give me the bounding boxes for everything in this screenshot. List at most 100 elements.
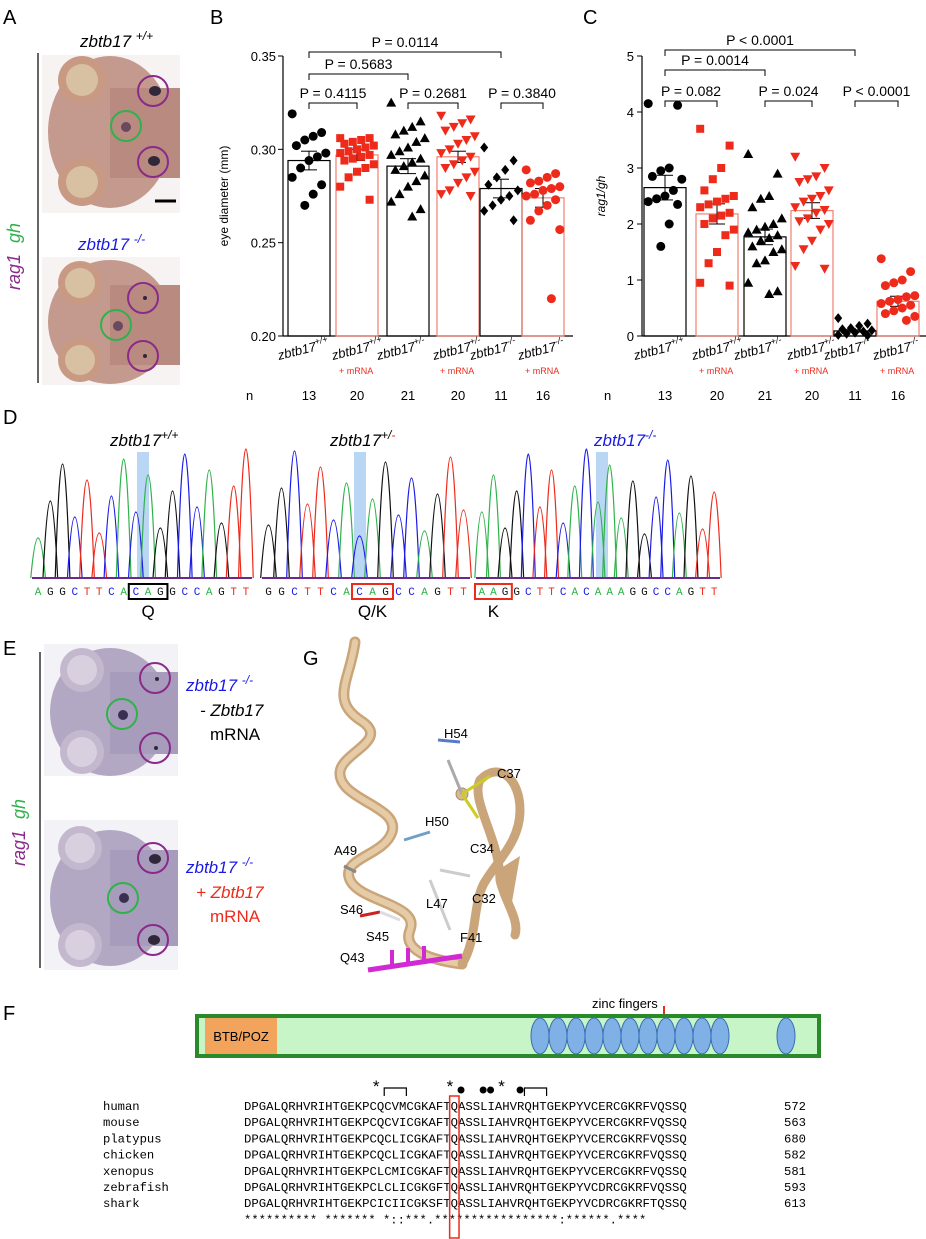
mrna-label: + mRNA bbox=[525, 366, 559, 376]
data-point bbox=[768, 219, 779, 228]
p-value-label: P < 0.0001 bbox=[726, 32, 794, 48]
significance-bracket bbox=[764, 100, 813, 107]
y-axis-label: rag1/gh bbox=[594, 175, 608, 216]
residue-label: A49 bbox=[334, 843, 357, 858]
panel-a: A rag1 gh zbtb17 +/+ zbtb17 -/- bbox=[3, 7, 180, 385]
base-call: A bbox=[421, 587, 428, 599]
base-call: A bbox=[606, 587, 613, 599]
mean-bar bbox=[643, 187, 687, 337]
genotype-label: zbtb17 bbox=[689, 339, 732, 363]
trace-peak bbox=[237, 448, 254, 579]
data-point bbox=[764, 191, 775, 200]
data-point bbox=[542, 200, 552, 210]
data-point bbox=[321, 148, 331, 158]
data-point bbox=[819, 206, 830, 215]
y-tick-label: 5 bbox=[627, 49, 634, 64]
rag1-label: rag1 bbox=[4, 254, 24, 290]
data-point bbox=[876, 254, 886, 264]
zinc-finger-domain bbox=[656, 1017, 676, 1055]
svg-text:zbtb17 -/-: zbtb17 -/- bbox=[77, 232, 145, 254]
base-call: G bbox=[59, 587, 66, 599]
genotype-label: zbtb17 bbox=[109, 431, 162, 450]
data-point bbox=[743, 277, 754, 287]
trace-peak bbox=[176, 453, 193, 579]
data-point bbox=[386, 149, 397, 159]
x-category-label: zbtb17+/- bbox=[374, 334, 427, 363]
data-point bbox=[469, 132, 480, 142]
data-point bbox=[696, 203, 705, 212]
base-call: G bbox=[265, 587, 272, 599]
data-point bbox=[643, 197, 653, 207]
base-call: A bbox=[35, 587, 42, 599]
base-call: C bbox=[291, 587, 298, 599]
data-point bbox=[708, 214, 717, 223]
amino-acid-label: K bbox=[488, 602, 500, 621]
panel-label-c: C bbox=[583, 7, 597, 29]
x-category-label: zbtb17+/+ bbox=[631, 334, 687, 363]
data-point bbox=[411, 136, 422, 146]
data-point bbox=[889, 306, 899, 316]
data-point bbox=[497, 194, 505, 205]
data-point bbox=[811, 208, 822, 218]
data-point bbox=[300, 135, 310, 145]
genotype-label: zbtb17 bbox=[329, 431, 382, 450]
data-point bbox=[525, 215, 535, 225]
data-point bbox=[336, 149, 345, 158]
data-point bbox=[492, 172, 501, 183]
data-point bbox=[440, 164, 451, 173]
data-point bbox=[717, 211, 726, 220]
genotype-sup: + bbox=[171, 428, 178, 442]
genotype-sup: +/+ bbox=[670, 334, 685, 347]
data-point bbox=[751, 258, 762, 268]
trace-peak bbox=[377, 461, 394, 579]
panel-label-a: A bbox=[3, 7, 17, 29]
data-point bbox=[304, 156, 314, 166]
sequence-end-number: 581 bbox=[784, 1165, 806, 1179]
data-point bbox=[353, 167, 361, 176]
mutation-column-box bbox=[448, 1095, 460, 1239]
data-point bbox=[300, 200, 310, 210]
trace-peak bbox=[520, 453, 536, 579]
highlight-band bbox=[137, 452, 149, 578]
zinc-finger-domain bbox=[602, 1017, 622, 1055]
data-point bbox=[819, 164, 830, 173]
data-point bbox=[469, 167, 480, 177]
data-point bbox=[696, 278, 705, 287]
data-point bbox=[897, 303, 907, 313]
species-name: human bbox=[103, 1100, 140, 1114]
base-call: C bbox=[181, 587, 188, 599]
base-call: T bbox=[447, 587, 454, 599]
residue-dot bbox=[479, 1086, 487, 1094]
species-name: shark bbox=[103, 1197, 140, 1211]
base-call: T bbox=[460, 587, 467, 599]
trace-peak bbox=[683, 475, 699, 579]
trace-peak bbox=[338, 482, 355, 579]
embryo-image-mutant bbox=[42, 257, 180, 385]
data-point bbox=[815, 192, 826, 201]
data-point bbox=[480, 205, 489, 216]
base-call: A bbox=[369, 587, 376, 599]
data-point bbox=[696, 124, 705, 133]
rag1-label: rag1 bbox=[9, 830, 29, 866]
data-point bbox=[340, 156, 349, 165]
data-point bbox=[542, 172, 552, 182]
trace-peak bbox=[403, 477, 420, 579]
y-tick-label: 0 bbox=[627, 329, 634, 344]
n-value: 21 bbox=[758, 388, 772, 403]
zinc-finger-domain bbox=[548, 1017, 568, 1055]
data-point bbox=[880, 281, 890, 291]
trace-peak bbox=[660, 459, 676, 579]
zinc-finger-domain bbox=[776, 1017, 796, 1055]
mrna-label: + mRNA bbox=[794, 366, 828, 376]
data-point bbox=[677, 174, 687, 184]
data-point bbox=[386, 196, 397, 206]
species-name: mouse bbox=[103, 1116, 140, 1130]
data-point bbox=[751, 224, 762, 234]
data-point bbox=[436, 111, 447, 121]
base-call: C bbox=[583, 587, 590, 599]
mrna-label: mRNA bbox=[210, 907, 261, 926]
data-point bbox=[444, 145, 455, 155]
data-point bbox=[664, 163, 674, 173]
y-tick-label: 4 bbox=[627, 105, 634, 120]
data-point bbox=[534, 176, 544, 186]
